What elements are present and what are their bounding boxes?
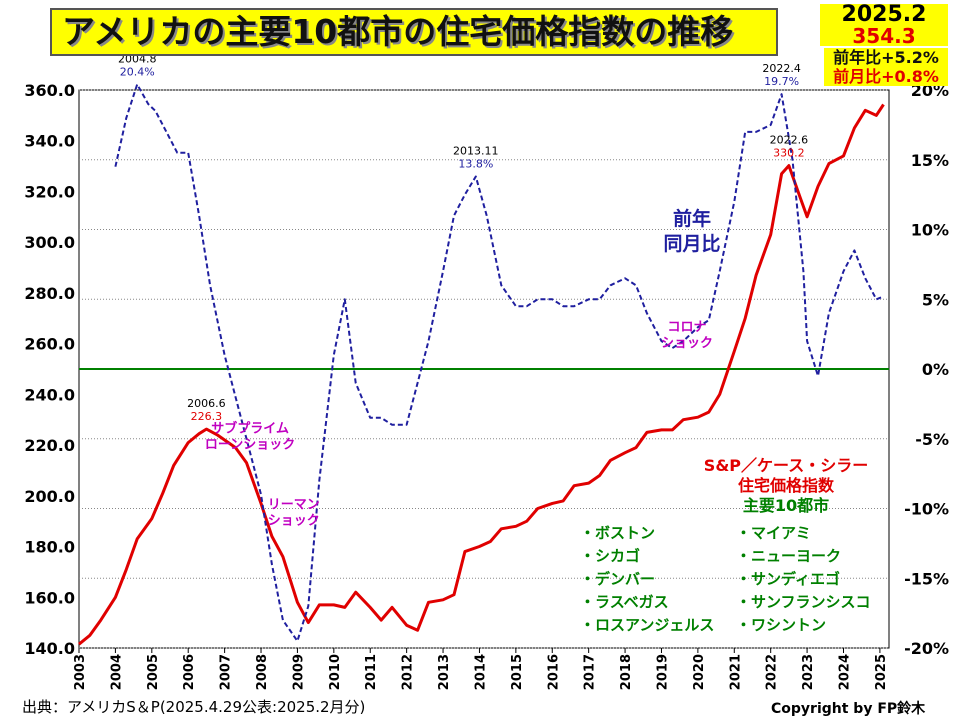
y-left-tick-label: 140.0 [24, 639, 75, 658]
x-tick-label: 2013 [437, 654, 452, 690]
index-series-line [78, 103, 885, 646]
x-tick-label: 2018 [619, 654, 634, 690]
index-series-label: S&P／ケース・シラー 住宅価格指数 主要10都市 [696, 456, 876, 516]
y-left-tick-label: 200.0 [24, 487, 75, 506]
point-label-value: 20.4% [120, 65, 155, 78]
index-label-line3: 主要10都市 [742, 496, 830, 515]
yoy-label-line2: 同月比 [663, 233, 721, 255]
y-left-tick-label: 220.0 [24, 436, 75, 455]
x-tick-label: 2007 [219, 654, 234, 690]
x-tick-label: 2020 [692, 654, 707, 690]
x-tick-label: 2012 [401, 654, 416, 690]
copyright: Copyright by FP鈴木 [771, 701, 926, 717]
city-item: ・シカゴ [580, 547, 641, 565]
x-tick-label: 2015 [510, 654, 525, 690]
x-tick-label: 2025 [874, 654, 889, 690]
x-tick-label: 2006 [182, 654, 197, 690]
city-item: ・サンフランシスコ [736, 593, 871, 611]
event-annotation: ショック [661, 336, 713, 351]
point-label-value: 13.8% [458, 157, 493, 170]
point-label-date: 2006.6 [187, 397, 226, 410]
latest-box: 2025.2 354.3 [820, 4, 948, 46]
point-label-date: 2022.4 [762, 62, 801, 75]
x-tick-label: 2004 [109, 654, 124, 690]
latest-value: 354.3 [852, 24, 916, 48]
latest-date: 2025.2 [841, 2, 927, 27]
x-tick-label: 2009 [291, 654, 306, 690]
y-right-tick-label: 10% [911, 221, 949, 240]
event-annotation: ローンショック [205, 437, 295, 452]
x-tick-label: 2022 [765, 654, 780, 690]
x-tick-label: 2016 [546, 654, 561, 690]
y-right-tick-label: -10% [904, 500, 949, 519]
y-right-tick-label: 5% [922, 290, 949, 309]
yoy-label-line1: 前年 [672, 208, 711, 230]
y-left-tick-label: 280.0 [24, 284, 75, 303]
latest-mom: 前月比+0.8% [824, 67, 948, 86]
x-tick-label: 2024 [837, 654, 852, 690]
y-left-tick-label: 340.0 [24, 132, 75, 151]
y-right-tick-label: -20% [904, 639, 949, 658]
x-tick-label: 2005 [146, 654, 161, 690]
city-item: ・ラスベガス [580, 593, 669, 611]
y-left-tick-label: 160.0 [24, 588, 75, 607]
y-right-tick-label: 15% [911, 151, 949, 170]
index-label-line1: S&P／ケース・シラー [703, 456, 869, 475]
city-list-1: ・ボストン ・シカゴ ・デンバー ・ラスベガス ・ロスアンジェルス [580, 522, 714, 637]
city-item: ・ニューヨーク [736, 547, 842, 565]
y-left-tick-label: 300.0 [24, 233, 75, 252]
y-left-tick-label: 260.0 [24, 335, 75, 354]
point-label-value: 226.3 [191, 410, 223, 423]
city-item: ・ワシントン [736, 616, 827, 634]
event-annotation: サブプライム [211, 420, 289, 436]
city-item: ・ボストン [580, 524, 656, 542]
x-tick-label: 2021 [728, 654, 743, 690]
chart-title: アメリカの主要10都市の住宅価格指数の推移 [50, 8, 778, 56]
y-right-tick-label: -5% [915, 430, 949, 449]
x-tick-label: 2008 [255, 654, 270, 690]
city-item: ・マイアミ [736, 524, 811, 542]
y-right-tick-label: 0% [922, 360, 949, 379]
city-list-2: ・マイアミ ・ニューヨーク ・サンディエゴ ・サンフランシスコ ・ワシントン [736, 522, 871, 637]
source-note: 出典：アメリカS＆P(2025.4.29公表:2025.2月分) [22, 698, 366, 716]
y-left-tick-label: 240.0 [24, 385, 75, 404]
index-label-line2: 住宅価格指数 [737, 476, 834, 495]
x-tick-label: 2011 [364, 654, 379, 690]
city-item: ・ロスアンジェルス [580, 616, 715, 634]
x-tick-label: 2010 [328, 654, 343, 690]
y-right-tick-label: -15% [904, 569, 949, 588]
y-left-tick-label: 180.0 [24, 538, 75, 557]
yoy-series-line [114, 83, 884, 642]
x-tick-label: 2003 [73, 654, 88, 690]
x-tick-label: 2017 [583, 654, 598, 690]
x-tick-label: 2023 [801, 654, 816, 690]
event-annotation: リーマン [268, 498, 320, 513]
point-label-date: 2013.11 [453, 144, 499, 157]
yoy-series-label: 前年 同月比 [648, 207, 736, 257]
x-tick-label: 2014 [473, 654, 488, 690]
point-label-date: 2022.6 [770, 134, 809, 147]
latest-yoy: 前年比+5.2% [824, 48, 948, 67]
y-left-tick-label: 320.0 [24, 182, 75, 201]
x-tick-label: 2019 [655, 654, 670, 690]
point-label-value: 330.2 [773, 147, 805, 160]
city-item: ・デンバー [580, 570, 656, 588]
city-item: ・サンディエゴ [736, 570, 840, 588]
y-left-tick-label: 360.0 [24, 81, 75, 100]
event-annotation: ショック [268, 514, 320, 529]
point-label-value: 19.7% [764, 75, 799, 88]
event-annotation: コロナ [667, 320, 706, 335]
